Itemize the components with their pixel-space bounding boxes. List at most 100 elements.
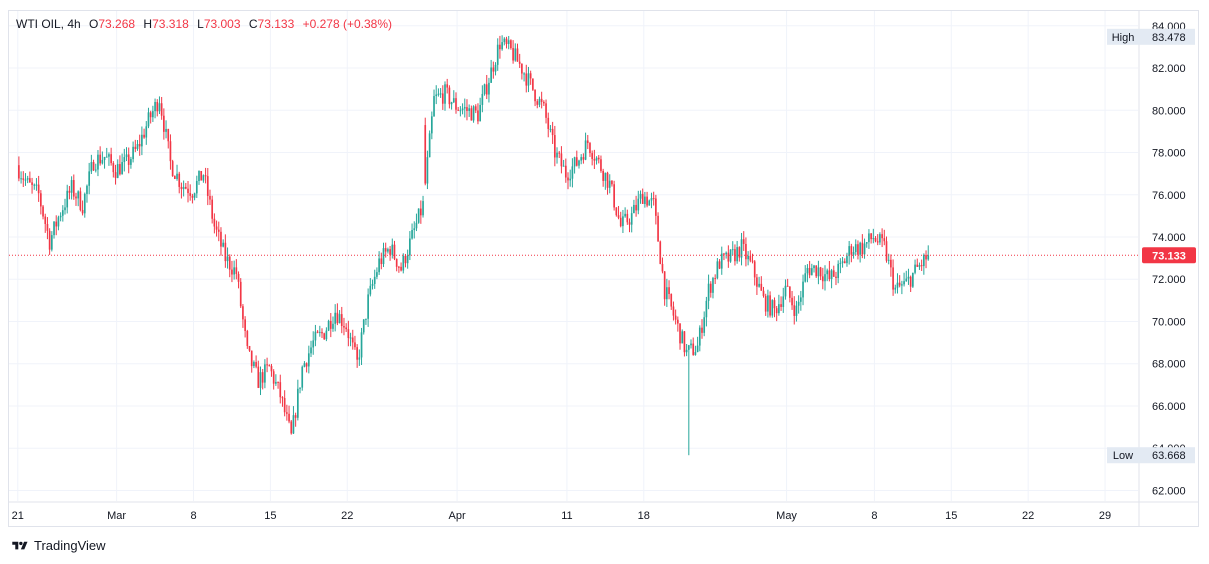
candle-body	[898, 282, 901, 286]
candle-body	[507, 40, 510, 45]
candle-body	[389, 249, 391, 255]
candle-body	[617, 215, 620, 218]
candle-body	[40, 193, 42, 207]
candle-body	[883, 238, 886, 242]
candle-body	[239, 281, 242, 307]
candle-body	[24, 179, 27, 181]
candle-body	[108, 154, 110, 157]
candle-body	[622, 216, 624, 227]
candle-body	[503, 38, 506, 43]
candle-body	[101, 159, 104, 164]
change-value: +0.278 (+0.38%)	[302, 17, 392, 31]
candle-body	[424, 125, 427, 184]
candle-body	[854, 244, 857, 253]
candle-body	[275, 381, 277, 384]
candle-body	[452, 98, 455, 103]
candle-body	[887, 259, 890, 261]
candle-body	[850, 246, 853, 255]
last-price-label: 73.133	[1152, 250, 1186, 262]
candle-body	[846, 256, 848, 264]
candle-body	[360, 332, 363, 358]
candle-body	[136, 144, 139, 149]
candle-body	[795, 305, 798, 316]
candle-body	[608, 180, 611, 188]
candle-body	[435, 94, 438, 97]
candle-body	[264, 364, 266, 383]
candle-body	[894, 287, 897, 290]
candle-body	[518, 61, 521, 64]
high-label-bg	[1107, 28, 1140, 45]
candle-body	[685, 349, 688, 353]
candle-body	[428, 133, 431, 158]
candle-body	[233, 267, 235, 275]
candle-body	[922, 255, 925, 267]
candle-body	[387, 249, 389, 252]
candle-body	[398, 266, 400, 268]
open-label: O	[89, 17, 99, 31]
x-tick-label: 29	[1099, 510, 1111, 522]
candle-body	[61, 210, 64, 216]
candle-body	[802, 281, 804, 298]
candle-body	[694, 352, 697, 355]
candle-body	[562, 165, 565, 167]
candle-body	[195, 180, 198, 194]
candle-body	[430, 116, 433, 134]
low-value: 63.668	[1152, 450, 1186, 462]
candle-body	[740, 239, 743, 258]
candle-body	[650, 198, 653, 201]
candle-body	[204, 175, 207, 177]
candle-body	[529, 73, 532, 79]
candle-body	[764, 295, 767, 312]
candle-body	[213, 218, 216, 227]
candle-body	[283, 398, 286, 413]
candle-body	[648, 200, 651, 206]
candle-body	[692, 343, 695, 355]
tradingview-attribution[interactable]: TradingView	[10, 538, 106, 553]
candle-body	[841, 261, 844, 263]
candle-body	[318, 331, 321, 333]
candle-body	[198, 171, 200, 181]
candle-body	[828, 270, 831, 279]
candle-body	[611, 180, 613, 185]
x-tick-label: 8	[871, 510, 877, 522]
candle-body	[310, 347, 312, 354]
candle-body	[130, 159, 132, 165]
candle-body	[26, 178, 29, 180]
candle-body	[75, 196, 77, 199]
candle-body	[707, 283, 710, 301]
candle-body	[553, 135, 556, 158]
candle-body	[217, 229, 220, 232]
candle-body	[835, 276, 837, 278]
candle-body	[602, 170, 604, 181]
candle-body	[773, 300, 776, 309]
candle-body	[244, 319, 246, 331]
candle-body	[50, 235, 53, 250]
candle-body	[292, 415, 295, 434]
x-tick-label: 21	[12, 510, 24, 522]
candle-body	[536, 101, 539, 105]
candle-body	[259, 372, 262, 388]
candle-body	[369, 285, 372, 295]
candle-body	[367, 294, 369, 319]
candle-body	[780, 304, 782, 307]
x-tick-label: 18	[638, 510, 650, 522]
candle-body	[417, 208, 420, 223]
candle-body	[832, 270, 835, 277]
candle-body	[99, 154, 101, 164]
candle-body	[696, 345, 699, 353]
candle-body	[248, 345, 251, 351]
candle-body	[83, 193, 86, 214]
candle-body	[905, 278, 908, 282]
candle-body	[786, 285, 789, 287]
candle-body	[725, 252, 727, 255]
candle-body	[751, 260, 754, 262]
candle-body	[879, 234, 881, 243]
candle-body	[81, 209, 84, 214]
candle-body	[123, 157, 126, 163]
candle-body	[191, 195, 194, 198]
candle-body	[33, 184, 36, 186]
close-label: C	[248, 17, 258, 31]
candle-body	[165, 128, 167, 132]
candle-body	[512, 48, 514, 61]
